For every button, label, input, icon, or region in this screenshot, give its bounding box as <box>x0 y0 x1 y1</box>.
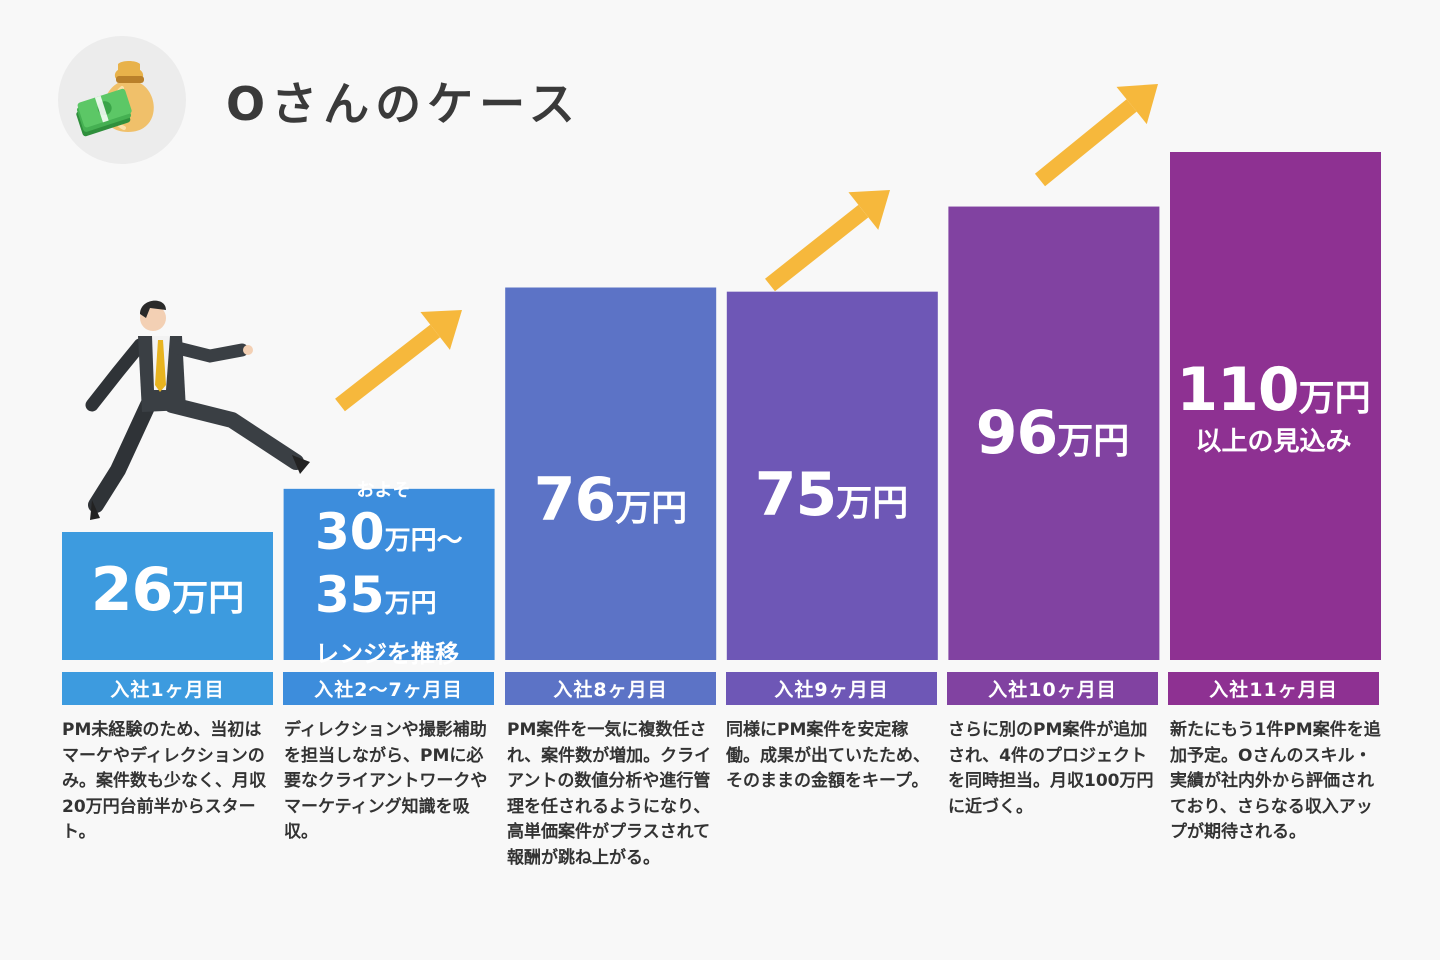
bar-value-4-unit: 万円 <box>836 483 909 524</box>
description-2: ディレクションや撮影補助を担当しながら、PMに必要なクライアントワークやマーケテ… <box>284 720 488 842</box>
bar-value-1-number: 26 <box>90 555 173 625</box>
bar-4 <box>726 291 938 660</box>
bar-3 <box>505 287 717 660</box>
bar-value-2-number-high: 35 <box>315 566 385 624</box>
period-label-4: 入社9ヶ月目 <box>726 672 937 705</box>
description-6: 新たにもう1件PM案件を追加予定。Oさんのスキル・実績が社内外から評価されており… <box>1170 720 1381 842</box>
bar-value-2-prefix: およそ <box>356 480 411 501</box>
money-bag-icon <box>58 36 186 164</box>
bar-value-3-unit: 万円 <box>615 488 688 529</box>
bar-value-3-number: 76 <box>533 465 616 535</box>
page-title: Oさんのケース <box>226 77 581 131</box>
period-label-3: 入社8ヶ月目 <box>505 672 716 705</box>
description-4: 同様にPM案件を安定稼働。成果が出ていたため、そのままの金額をキープ。 <box>726 720 930 791</box>
bar-value-5: 96万円 <box>947 398 1158 468</box>
running-businessman-icon <box>85 300 310 520</box>
bar-value-5-unit: 万円 <box>1057 421 1130 462</box>
bar-value-6-unit: 万円 <box>1298 378 1371 419</box>
description-1: PM未経験のため、当初はマーケやディレクションのみ。案件数も少なく、月収20万円… <box>62 720 266 842</box>
bar-value-6-suffix: 以上の見込み <box>1195 427 1352 457</box>
bar-value-1: 26万円 <box>62 555 273 625</box>
growth-arrow-1 <box>335 310 462 412</box>
bar-6 <box>1170 152 1381 660</box>
bar-2 <box>283 488 495 660</box>
bar-value-4: 75万円 <box>726 460 937 530</box>
bar-value-6: 110万円 以上の見込み <box>1168 355 1379 458</box>
bar-value-1-unit: 万円 <box>172 578 245 619</box>
bar-5 <box>948 206 1160 660</box>
bar-value-2: およそ 30万円〜 35万円 レンジを推移 <box>283 476 494 669</box>
description-5: さらに別のPM案件が追加され、4件のプロジェクトを同時担当。月収100万円に近づ… <box>948 720 1154 817</box>
bar-1 <box>62 532 273 660</box>
bar-value-3: 76万円 <box>505 465 716 535</box>
period-label-5: 入社10ヶ月目 <box>947 672 1158 705</box>
period-label-1: 入社1ヶ月目 <box>62 672 273 705</box>
bar-value-4-number: 75 <box>754 460 837 530</box>
description-3: PM案件を一気に複数任され、案件数が増加。クライアントの数値分析や進行管理を任さ… <box>507 720 712 868</box>
bar-value-2-unit-high: 万円 <box>384 589 437 619</box>
bar-value-2-number-low: 30 <box>315 503 385 561</box>
bar-value-6-number: 110 <box>1176 355 1299 425</box>
period-label-2: 入社2〜7ヶ月目 <box>283 672 494 705</box>
bar-value-2-unit-low: 万円〜 <box>384 526 463 556</box>
bar-value-5-number: 96 <box>975 398 1058 468</box>
period-label-6: 入社11ヶ月目 <box>1168 672 1379 705</box>
growth-arrow-2 <box>765 190 890 292</box>
bar-value-2-suffix: レンジを推移 <box>315 640 459 668</box>
growth-arrow-3 <box>1034 84 1158 187</box>
